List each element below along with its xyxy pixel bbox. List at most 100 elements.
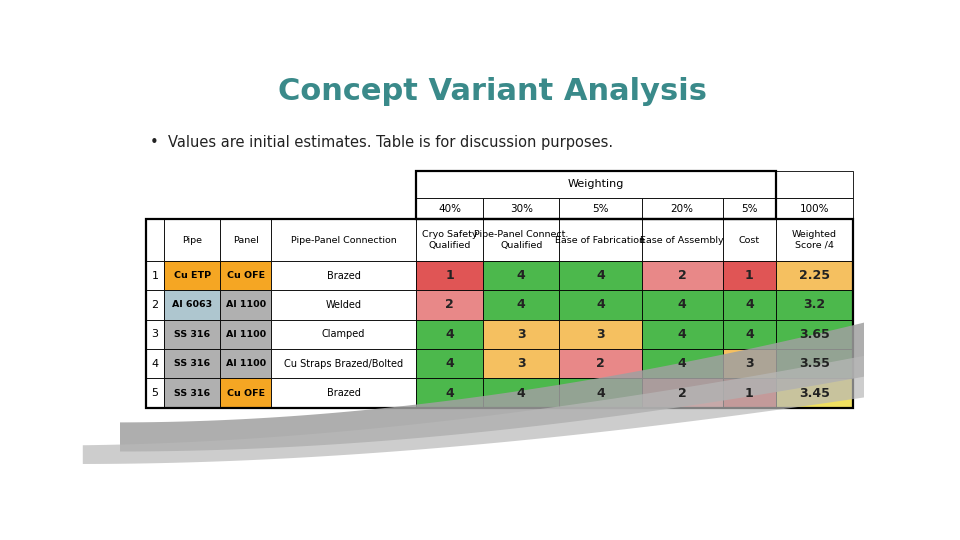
- Text: 4: 4: [745, 299, 754, 312]
- Text: Cost: Cost: [739, 235, 760, 245]
- Text: 3: 3: [152, 329, 158, 339]
- Text: Al 1100: Al 1100: [226, 330, 266, 339]
- Bar: [641, 261, 723, 291]
- Text: 4: 4: [678, 299, 686, 312]
- Bar: [723, 379, 776, 408]
- Text: 2: 2: [445, 299, 454, 312]
- Bar: [723, 320, 776, 349]
- Bar: [776, 349, 852, 379]
- Bar: [641, 349, 723, 379]
- Bar: [560, 291, 641, 320]
- Bar: [723, 349, 776, 379]
- Text: 2.25: 2.25: [799, 269, 830, 282]
- Bar: [416, 261, 483, 291]
- Text: Concept Variant Analysis: Concept Variant Analysis: [277, 77, 707, 106]
- Text: 3.55: 3.55: [799, 357, 830, 370]
- Bar: [416, 219, 483, 261]
- Bar: [560, 261, 641, 291]
- Bar: [776, 171, 852, 198]
- Bar: [560, 320, 641, 349]
- Bar: [220, 219, 272, 261]
- Text: SS 316: SS 316: [174, 389, 210, 397]
- Text: 1: 1: [745, 269, 754, 282]
- Text: 5%: 5%: [741, 204, 757, 214]
- Text: Brazed: Brazed: [326, 271, 361, 281]
- Text: SS 316: SS 316: [174, 359, 210, 368]
- Text: SS 316: SS 316: [174, 330, 210, 339]
- Text: Cryo Safety
Qualified: Cryo Safety Qualified: [421, 231, 477, 250]
- Text: Cu Straps Brazed/Bolted: Cu Straps Brazed/Bolted: [284, 359, 403, 369]
- Text: •  Values are initial estimates. Table is for discussion purposes.: • Values are initial estimates. Table is…: [150, 136, 612, 151]
- Text: Cu OFE: Cu OFE: [227, 389, 265, 397]
- Text: 4: 4: [596, 269, 605, 282]
- Text: 3.2: 3.2: [804, 299, 826, 312]
- Text: 3.45: 3.45: [799, 387, 830, 400]
- Text: 1: 1: [445, 269, 454, 282]
- Bar: [146, 349, 164, 379]
- Bar: [220, 379, 272, 408]
- Text: 4: 4: [445, 357, 454, 370]
- Bar: [641, 320, 723, 349]
- Bar: [220, 349, 272, 379]
- Text: Pipe-Panel Connect.
Qualified: Pipe-Panel Connect. Qualified: [474, 231, 568, 250]
- Text: Al 1100: Al 1100: [226, 359, 266, 368]
- Bar: [483, 379, 560, 408]
- Bar: [723, 291, 776, 320]
- Bar: [272, 261, 416, 291]
- Bar: [272, 320, 416, 349]
- Bar: [776, 198, 852, 219]
- Text: 4: 4: [678, 328, 686, 341]
- Bar: [560, 219, 641, 261]
- Bar: [483, 291, 560, 320]
- Bar: [483, 320, 560, 349]
- Text: 3: 3: [517, 357, 526, 370]
- Bar: [483, 219, 560, 261]
- Text: 100%: 100%: [800, 204, 829, 214]
- Bar: [164, 320, 220, 349]
- Bar: [560, 198, 641, 219]
- Bar: [146, 261, 164, 291]
- Bar: [146, 219, 852, 408]
- Bar: [146, 219, 164, 261]
- Text: 4: 4: [745, 328, 754, 341]
- Bar: [272, 379, 416, 408]
- Text: Pipe: Pipe: [182, 235, 203, 245]
- Text: 1: 1: [745, 387, 754, 400]
- Bar: [416, 349, 483, 379]
- Bar: [220, 320, 272, 349]
- Text: 4: 4: [516, 387, 526, 400]
- Text: 4: 4: [678, 357, 686, 370]
- Text: 1: 1: [152, 271, 158, 281]
- Bar: [416, 379, 483, 408]
- Text: 40%: 40%: [438, 204, 461, 214]
- Text: 20%: 20%: [671, 204, 694, 214]
- Text: Cu OFE: Cu OFE: [227, 271, 265, 280]
- Text: Weighted
Score /4: Weighted Score /4: [792, 231, 837, 250]
- Text: 30%: 30%: [510, 204, 533, 214]
- Bar: [164, 219, 220, 261]
- Bar: [560, 349, 641, 379]
- Bar: [164, 291, 220, 320]
- Bar: [416, 291, 483, 320]
- Text: Al 6063: Al 6063: [172, 300, 212, 309]
- Bar: [220, 261, 272, 291]
- Bar: [776, 261, 852, 291]
- Bar: [641, 219, 723, 261]
- Bar: [164, 349, 220, 379]
- Text: Weighting: Weighting: [567, 179, 624, 190]
- Text: Pipe-Panel Connection: Pipe-Panel Connection: [291, 235, 396, 245]
- Bar: [416, 198, 483, 219]
- Text: 2: 2: [596, 357, 605, 370]
- Text: 5%: 5%: [592, 204, 609, 214]
- Text: Ease of Assembly: Ease of Assembly: [640, 235, 724, 245]
- Text: 4: 4: [596, 387, 605, 400]
- Polygon shape: [83, 356, 864, 464]
- Text: 3: 3: [596, 328, 605, 341]
- Bar: [416, 320, 483, 349]
- Bar: [272, 349, 416, 379]
- Bar: [723, 261, 776, 291]
- Text: Panel: Panel: [233, 235, 258, 245]
- Bar: [416, 171, 776, 219]
- Text: 4: 4: [596, 299, 605, 312]
- Bar: [641, 198, 723, 219]
